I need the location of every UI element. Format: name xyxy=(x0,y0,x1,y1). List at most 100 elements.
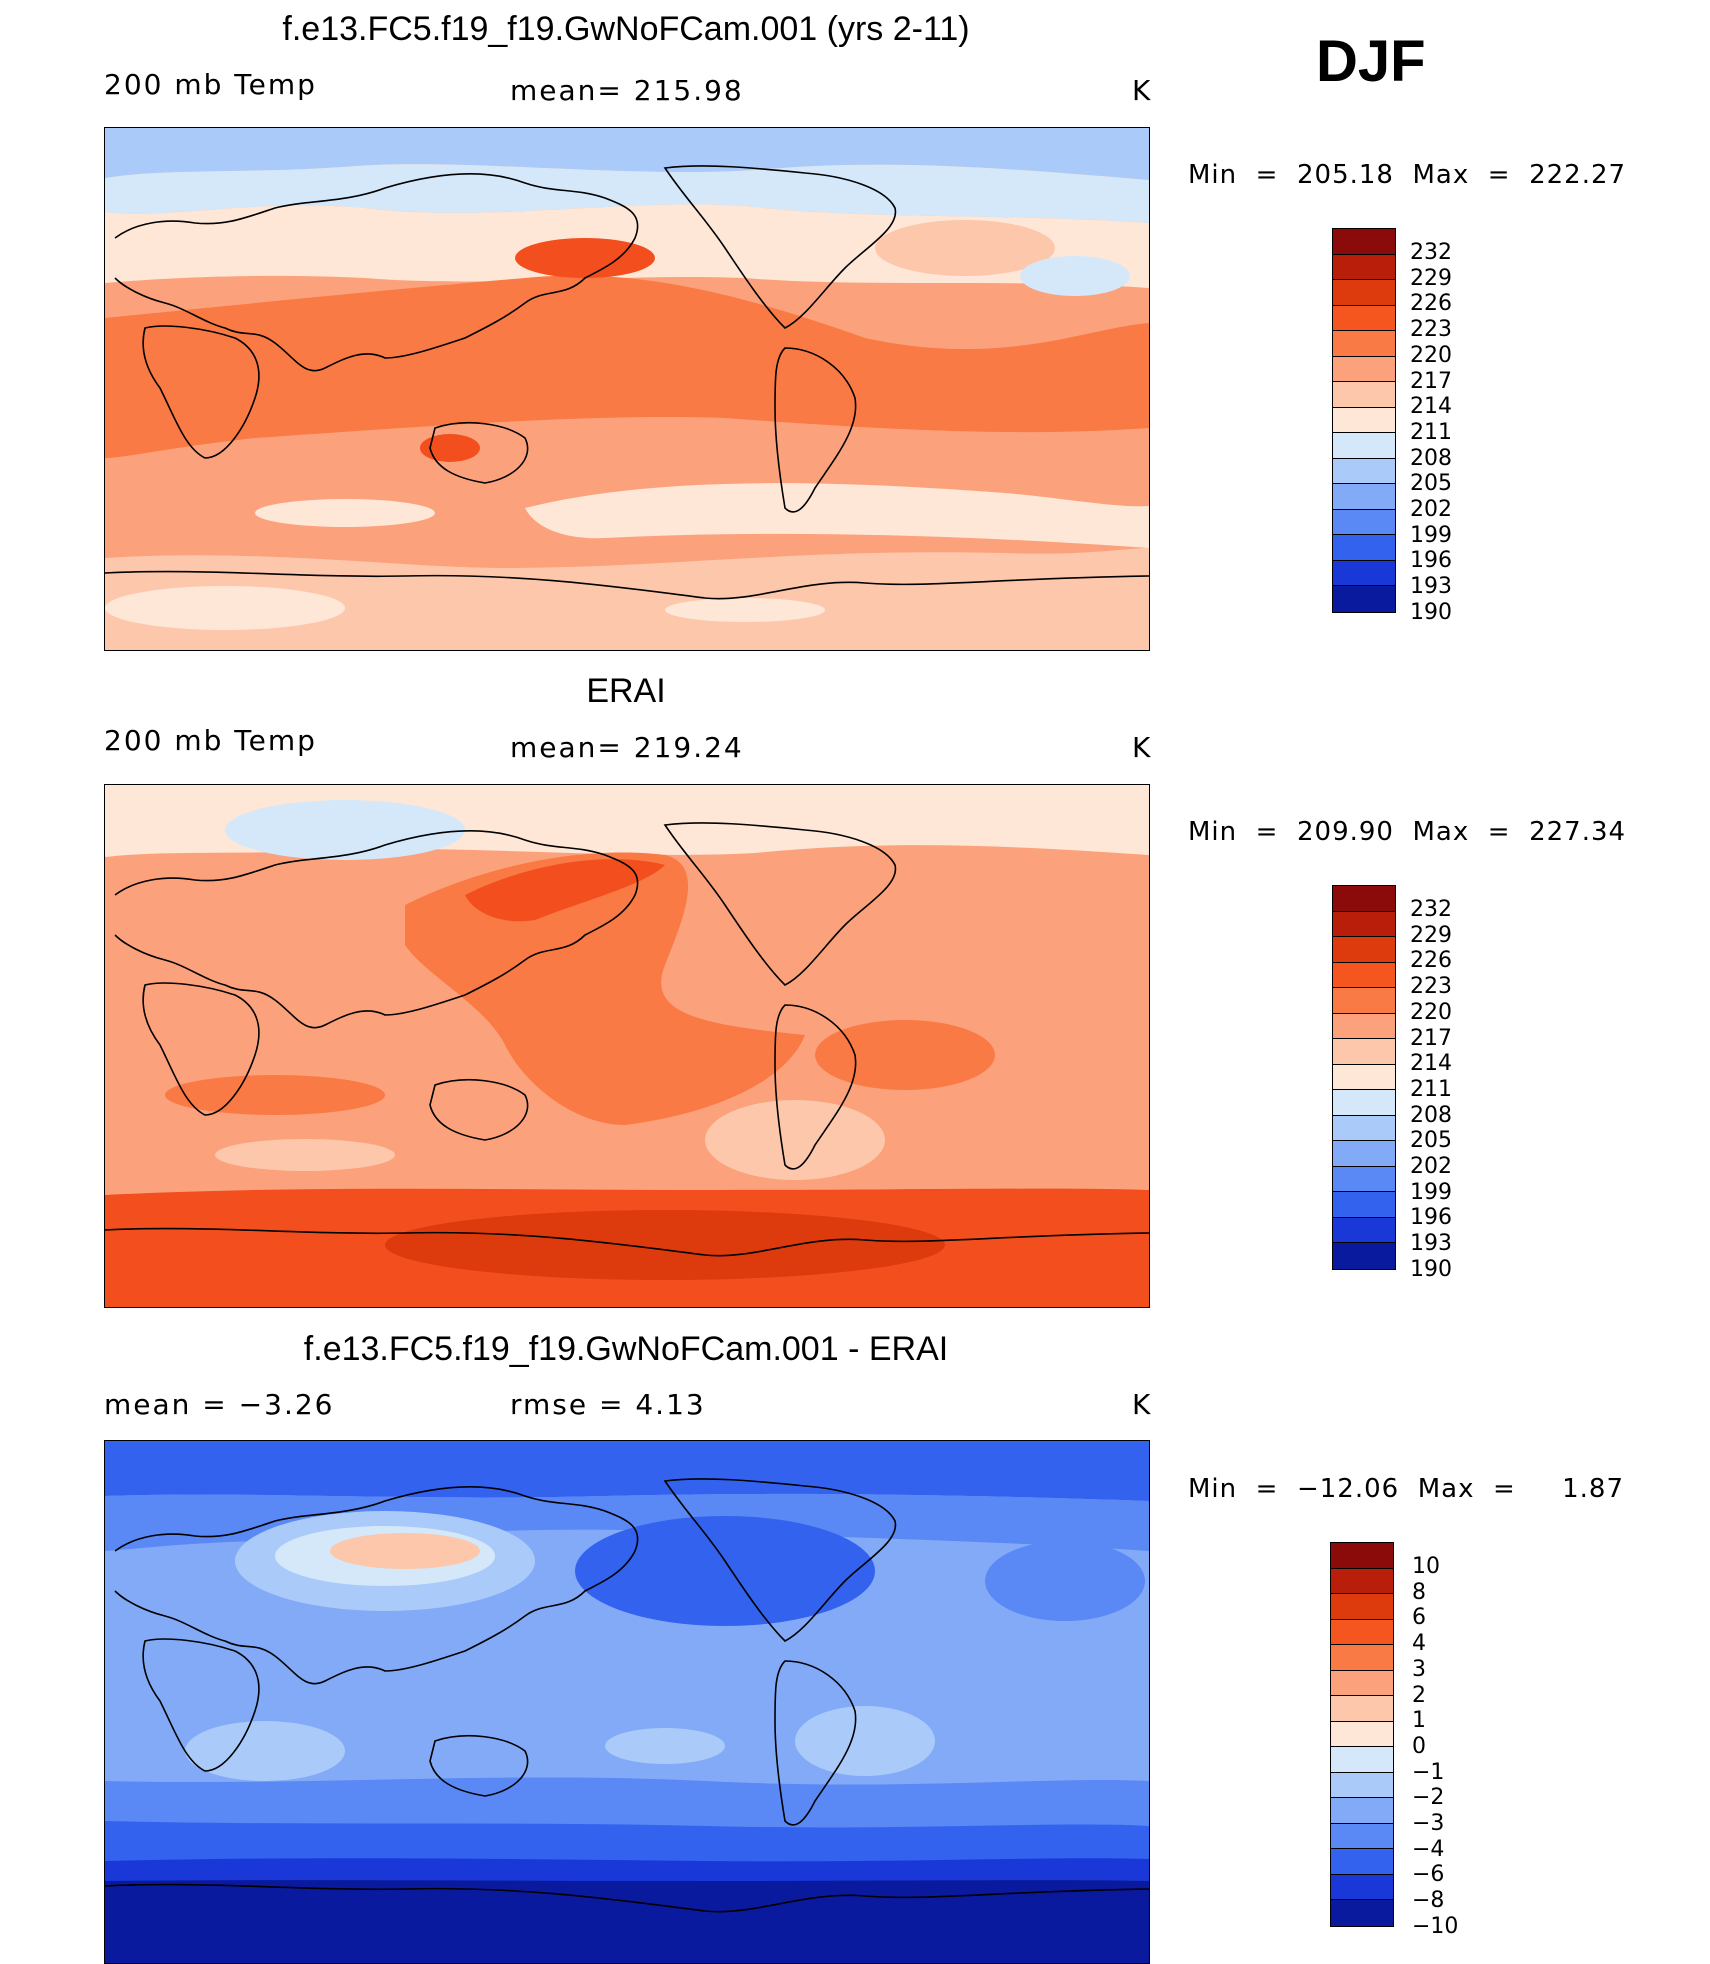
colorbar-tick-label: 190 xyxy=(1410,599,1452,625)
map-fill-warm4-antarctic xyxy=(385,1210,945,1280)
panel3-map xyxy=(104,1440,1150,1964)
colorbar-swatch xyxy=(1333,1141,1395,1167)
colorbar-swatch xyxy=(1333,1166,1395,1192)
panel3-mean-label: mean = −3.26 xyxy=(104,1388,335,1421)
map-fill-light-south-indian xyxy=(255,499,435,527)
colorbar-tick-label: 208 xyxy=(1410,445,1452,471)
map-fill-cool-atlantic xyxy=(1020,256,1130,296)
colorbar-tick-label: 2 xyxy=(1412,1682,1426,1708)
panel2-colorbar xyxy=(1332,885,1396,1270)
colorbar-tick-label: 205 xyxy=(1410,1128,1452,1154)
colorbar-swatch xyxy=(1333,911,1395,937)
panel2-mean-label: mean= 219.24 xyxy=(510,731,744,764)
coast-africa xyxy=(142,1638,260,1772)
panel2-minmax: Min = 209.90 Max = 227.34 xyxy=(1188,817,1627,847)
colorbar-swatch xyxy=(1333,1217,1395,1243)
panel2-units: K xyxy=(1132,731,1153,764)
colorbar-tick-label: 0 xyxy=(1412,1733,1426,1759)
colorbar-swatch xyxy=(1333,1039,1395,1065)
colorbar-tick-label: 8 xyxy=(1412,1579,1426,1605)
map-fill-warm-pacific xyxy=(405,852,805,1125)
colorbar-tick-label: 229 xyxy=(1410,265,1452,291)
colorbar-tick-label: 205 xyxy=(1410,471,1452,497)
colorbar-swatch xyxy=(1331,1900,1393,1926)
colorbar-tick-label: −10 xyxy=(1412,1913,1459,1939)
panel1-colorbar-labels: 232 229 226 223 220 217 214 211 208 205 202 199 196 1… xyxy=(1410,240,1452,626)
colorbar-tick-label: −1 xyxy=(1412,1759,1445,1785)
coast-eurasia xyxy=(114,173,639,372)
map-fill-neutral-south-pacific xyxy=(705,1100,885,1180)
map-fill-warm-spot-japan xyxy=(515,238,655,278)
colorbar-swatch xyxy=(1333,1090,1395,1116)
colorbar-swatch xyxy=(1333,535,1395,561)
colorbar-tick-label: 196 xyxy=(1410,1205,1452,1231)
coast-africa xyxy=(142,325,260,459)
coast-south-america xyxy=(774,347,857,513)
colorbar-swatch xyxy=(1333,962,1395,988)
panel1-map xyxy=(104,127,1150,651)
colorbar-swatch xyxy=(1333,1115,1395,1141)
colorbar-tick-label: 1 xyxy=(1412,1708,1426,1734)
colorbar-swatch xyxy=(1331,1874,1393,1900)
panel2-title: ERAI xyxy=(586,672,666,710)
map-fill-light-north xyxy=(105,1493,1149,1551)
map-fill-cool-north xyxy=(105,128,1149,180)
colorbar-tick-label: 193 xyxy=(1410,574,1452,600)
map-fill-pale-africa xyxy=(185,1721,345,1781)
colorbar-swatch xyxy=(1333,229,1395,255)
coast-australia xyxy=(429,1735,529,1797)
coast-australia xyxy=(429,1079,529,1141)
panel3-map-svg xyxy=(105,1441,1149,1963)
colorbar-tick-label: 232 xyxy=(1410,897,1452,922)
colorbar-tick-label: 196 xyxy=(1410,548,1452,574)
colorbar-tick-label: 223 xyxy=(1410,317,1452,343)
colorbar-tick-label: 3 xyxy=(1412,1656,1426,1682)
panel3-colorbar-labels: 10 8 6 4 3 2 1 0 −1 −2 −3 −4 −6 −8 −10 xyxy=(1412,1554,1458,1940)
colorbar-tick-label: 226 xyxy=(1410,948,1452,974)
coastlines xyxy=(105,165,1149,600)
coast-africa xyxy=(142,982,260,1116)
map-fill-warm-south-america xyxy=(815,1020,995,1090)
coast-south-america xyxy=(774,1660,857,1826)
map-fill-dark-antarctic xyxy=(105,1880,1149,1963)
map-fill-neutral-south xyxy=(105,548,1149,650)
colorbar-tick-label: 217 xyxy=(1410,1025,1452,1051)
panel1-minmax: Min = 205.18 Max = 222.27 xyxy=(1188,160,1627,190)
colorbar-swatch xyxy=(1331,1670,1393,1696)
panel1-map-svg xyxy=(105,128,1149,650)
colorbar-tick-label: 220 xyxy=(1410,342,1452,368)
colorbar-swatch xyxy=(1333,254,1395,280)
map-fill-warm-band xyxy=(105,275,1149,458)
colorbar-swatch xyxy=(1331,1849,1393,1875)
colorbar-tick-label: 199 xyxy=(1410,1179,1452,1205)
panel1-colorbar xyxy=(1332,228,1396,613)
coast-eurasia xyxy=(114,1486,639,1685)
colorbar-swatch xyxy=(1331,1594,1393,1620)
colorbar-tick-label: 232 xyxy=(1410,240,1452,265)
colorbar-tick-label: 202 xyxy=(1410,1154,1452,1180)
panel1-units: K xyxy=(1132,74,1153,107)
colorbar-tick-label: 214 xyxy=(1410,1051,1452,1077)
map-fill-neutral-south-indian xyxy=(215,1139,395,1171)
coastlines xyxy=(105,822,1149,1257)
map-fill-positive-anomaly xyxy=(330,1533,480,1569)
coast-south-america xyxy=(774,1004,857,1170)
colorbar-tick-label: 4 xyxy=(1412,1631,1426,1657)
panel2-map-svg xyxy=(105,785,1149,1307)
colorbar-tick-label: 208 xyxy=(1410,1102,1452,1128)
colorbar-tick-label: 211 xyxy=(1410,1076,1452,1102)
coast-eurasia xyxy=(114,830,639,1029)
map-fill-warm-spot-australia xyxy=(420,434,480,462)
colorbar-swatch xyxy=(1331,1568,1393,1594)
colorbar-tick-label: 190 xyxy=(1410,1256,1452,1282)
coast-north-america xyxy=(663,822,897,986)
coast-north-america xyxy=(663,165,897,329)
map-fill-light-antarctic-2 xyxy=(665,598,825,622)
colorbar-swatch xyxy=(1333,988,1395,1014)
colorbar-swatch xyxy=(1333,886,1395,912)
map-fill-warm3-japan xyxy=(465,859,665,922)
map-fill-neutral-pacific xyxy=(875,220,1055,276)
colorbar-tick-label: 6 xyxy=(1412,1605,1426,1631)
colorbar-swatch xyxy=(1333,382,1395,408)
colorbar-swatch xyxy=(1333,560,1395,586)
